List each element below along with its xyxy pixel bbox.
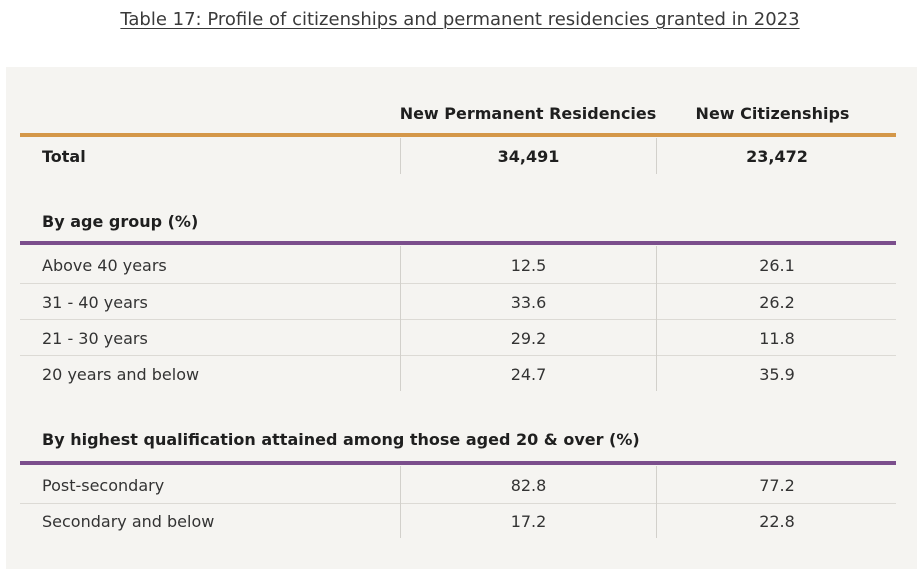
row-value-permanent: 29.2 bbox=[510, 329, 547, 348]
row-value-permanent: 17.2 bbox=[510, 512, 547, 531]
column-header-permanent-residencies: New Permanent Residencies bbox=[399, 104, 657, 123]
section-divider-age bbox=[20, 241, 896, 245]
total-citizenships: 23,472 bbox=[746, 147, 808, 166]
row-value-citizenship: 22.8 bbox=[759, 512, 795, 531]
section-heading-age-group: By age group (%) bbox=[42, 212, 199, 231]
row-value-permanent: 82.8 bbox=[510, 476, 547, 495]
row-separator bbox=[20, 319, 896, 320]
total-label: Total bbox=[42, 147, 86, 166]
table-title: Table 17: Profile of citizenships and pe… bbox=[120, 9, 800, 30]
row-label: Above 40 years bbox=[42, 256, 167, 275]
row-value-permanent: 12.5 bbox=[510, 256, 547, 275]
column-divider bbox=[656, 138, 657, 174]
section-divider-qualification bbox=[20, 461, 896, 465]
row-label: 31 - 40 years bbox=[42, 293, 148, 312]
row-value-citizenship: 26.2 bbox=[759, 293, 795, 312]
column-divider bbox=[400, 246, 401, 391]
column-divider bbox=[400, 466, 401, 538]
row-separator bbox=[20, 283, 896, 284]
table-panel bbox=[6, 67, 917, 569]
row-separator bbox=[20, 355, 896, 356]
column-divider bbox=[656, 466, 657, 538]
row-label: 20 years and below bbox=[42, 365, 200, 384]
row-value-permanent: 24.7 bbox=[510, 365, 547, 384]
row-separator bbox=[20, 503, 896, 504]
row-value-citizenship: 11.8 bbox=[759, 329, 795, 348]
header-divider bbox=[20, 133, 896, 137]
row-label: 21 - 30 years bbox=[42, 329, 148, 348]
row-value-citizenship: 77.2 bbox=[759, 476, 795, 495]
section-heading-qualification: By highest qualification attained among … bbox=[42, 430, 640, 449]
column-header-citizenships: New Citizenships bbox=[695, 104, 850, 123]
row-value-permanent: 33.6 bbox=[510, 293, 547, 312]
row-label: Secondary and below bbox=[42, 512, 215, 531]
row-label: Post-secondary bbox=[42, 476, 165, 495]
row-value-citizenship: 26.1 bbox=[759, 256, 795, 275]
column-divider bbox=[656, 246, 657, 391]
column-divider bbox=[400, 138, 401, 174]
total-permanent-residencies: 34,491 bbox=[497, 147, 560, 166]
row-value-citizenship: 35.9 bbox=[759, 365, 795, 384]
